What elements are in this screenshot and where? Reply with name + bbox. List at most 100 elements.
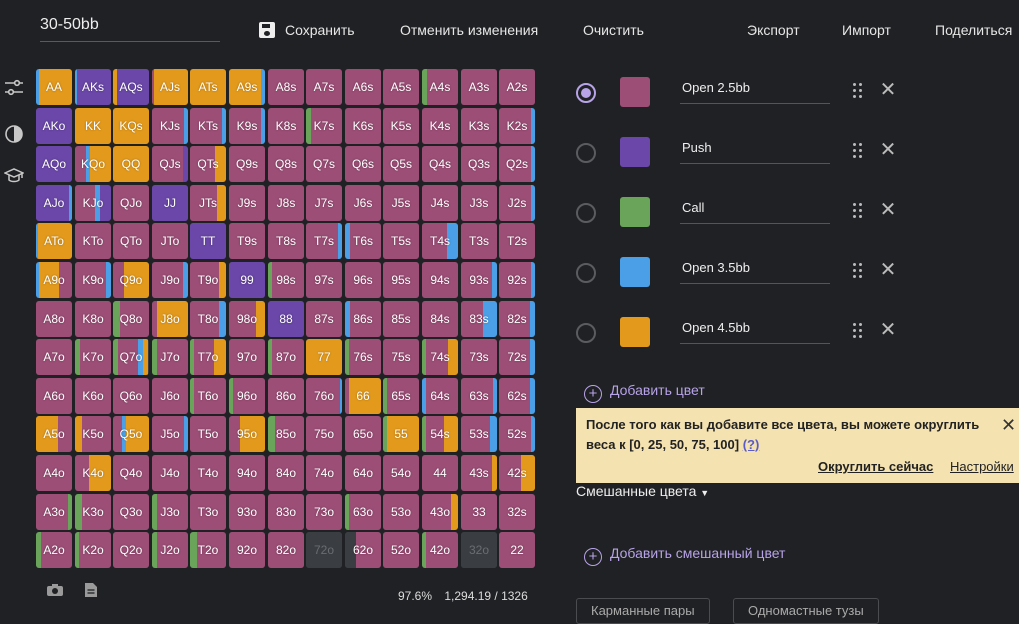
graduation-cap-icon[interactable] <box>4 166 24 186</box>
hand-cell[interactable]: 98s <box>268 262 304 298</box>
hand-cell[interactable]: 94o <box>229 455 265 491</box>
contrast-icon[interactable] <box>4 124 24 144</box>
document-icon[interactable] <box>84 582 98 598</box>
hand-cell[interactable]: 84o <box>268 455 304 491</box>
hand-cell[interactable]: K9o <box>75 262 111 298</box>
hand-cell[interactable]: J5o <box>152 416 188 452</box>
hand-cell[interactable]: Q8s <box>268 146 304 182</box>
delete-color-icon[interactable]: ✕ <box>879 79 897 101</box>
delete-color-icon[interactable]: ✕ <box>879 139 897 161</box>
hand-cell[interactable]: A6s <box>345 69 381 105</box>
hand-cell[interactable]: 83o <box>268 494 304 530</box>
hand-cell[interactable]: 97s <box>306 262 342 298</box>
hand-cell[interactable]: TT <box>190 223 226 259</box>
hand-cell[interactable]: JTs <box>190 185 226 221</box>
hand-cell[interactable]: A9s <box>229 69 265 105</box>
share-button[interactable]: Поделиться <box>935 22 1013 38</box>
hand-cell[interactable]: 62s <box>499 378 535 414</box>
hand-cell[interactable]: J4o <box>152 455 188 491</box>
hand-cell[interactable]: 22 <box>499 532 535 568</box>
hand-cell[interactable]: 54s <box>422 416 458 452</box>
hand-cell[interactable]: A7o <box>36 339 72 375</box>
hand-cell[interactable]: 64o <box>345 455 381 491</box>
sliders-icon[interactable] <box>4 78 24 98</box>
hand-cell[interactable]: 55 <box>383 416 419 452</box>
color-radio[interactable] <box>576 83 596 103</box>
hand-cell[interactable]: 86o <box>268 378 304 414</box>
hand-cell[interactable]: J2s <box>499 185 535 221</box>
drag-handle-icon[interactable] <box>852 322 864 340</box>
hand-cell[interactable]: K5s <box>383 108 419 144</box>
hand-cell[interactable]: Q4s <box>422 146 458 182</box>
hand-cell[interactable]: K3s <box>461 108 497 144</box>
color-swatch[interactable] <box>620 77 650 107</box>
hand-cell[interactable]: A3s <box>461 69 497 105</box>
color-radio[interactable] <box>576 263 596 283</box>
help-link[interactable]: (?) <box>742 437 760 452</box>
undo-changes-button[interactable]: Отменить изменения <box>400 22 539 38</box>
hand-cell[interactable]: A8s <box>268 69 304 105</box>
hand-cell[interactable]: ATs <box>190 69 226 105</box>
hand-cell[interactable]: A4s <box>422 69 458 105</box>
hand-cell[interactable]: 66 <box>345 378 381 414</box>
delete-color-icon[interactable]: ✕ <box>879 319 897 341</box>
camera-icon[interactable] <box>46 582 64 598</box>
hand-cell[interactable]: 87s <box>306 301 342 337</box>
hand-cell[interactable]: A8o <box>36 301 72 337</box>
hand-cell[interactable]: T6o <box>190 378 226 414</box>
import-button[interactable]: Импорт <box>842 22 891 38</box>
hand-cell[interactable]: K7s <box>306 108 342 144</box>
hand-cell[interactable]: 73o <box>306 494 342 530</box>
hand-cell[interactable]: 95s <box>383 262 419 298</box>
hand-cell[interactable]: K6o <box>75 378 111 414</box>
hand-cell[interactable]: 43s <box>461 455 497 491</box>
hand-cell[interactable]: 52o <box>383 532 419 568</box>
hand-cell[interactable]: Q7s <box>306 146 342 182</box>
hand-cell[interactable]: J8o <box>152 301 188 337</box>
hand-cell[interactable]: 87o <box>268 339 304 375</box>
hand-cell[interactable]: 63o <box>345 494 381 530</box>
hand-cell[interactable]: K7o <box>75 339 111 375</box>
hand-cell[interactable]: T9s <box>229 223 265 259</box>
add-color-button[interactable]: + Добавить цвет <box>584 382 705 403</box>
hand-cell[interactable]: Q5s <box>383 146 419 182</box>
hand-cell[interactable]: A9o <box>36 262 72 298</box>
hand-cell[interactable]: 92s <box>499 262 535 298</box>
hand-cell[interactable]: A5s <box>383 69 419 105</box>
hand-cell[interactable]: T2s <box>499 223 535 259</box>
color-swatch[interactable] <box>620 137 650 167</box>
hand-cell[interactable]: K2s <box>499 108 535 144</box>
hand-cell[interactable]: K4s <box>422 108 458 144</box>
save-button[interactable]: Сохранить <box>259 22 355 38</box>
delete-color-icon[interactable]: ✕ <box>879 259 897 281</box>
hand-cell[interactable]: 96o <box>229 378 265 414</box>
hand-cell[interactable]: 85s <box>383 301 419 337</box>
hand-cell[interactable]: 54o <box>383 455 419 491</box>
hand-cell[interactable]: Q9o <box>113 262 149 298</box>
hand-cell[interactable]: Q3s <box>461 146 497 182</box>
hand-cell[interactable]: 77 <box>306 339 342 375</box>
hand-cell[interactable]: 75s <box>383 339 419 375</box>
hand-cell[interactable]: T2o <box>190 532 226 568</box>
hand-cell[interactable]: QTo <box>113 223 149 259</box>
hand-cell[interactable]: 62o <box>345 532 381 568</box>
color-radio[interactable] <box>576 143 596 163</box>
hand-cell[interactable]: Q6o <box>113 378 149 414</box>
hand-cell[interactable]: Q5o <box>113 416 149 452</box>
color-swatch[interactable] <box>620 197 650 227</box>
hand-cell[interactable]: KQo <box>75 146 111 182</box>
hand-cell[interactable]: A7s <box>306 69 342 105</box>
hand-cell[interactable]: J9o <box>152 262 188 298</box>
hand-cell[interactable]: J3s <box>461 185 497 221</box>
hand-cell[interactable]: KJs <box>152 108 188 144</box>
export-button[interactable]: Экспорт <box>747 22 800 38</box>
hand-cell[interactable]: 75o <box>306 416 342 452</box>
hand-cell[interactable]: A5o <box>36 416 72 452</box>
hand-cell[interactable]: J6o <box>152 378 188 414</box>
hand-cell[interactable]: J3o <box>152 494 188 530</box>
settings-link[interactable]: Настройки <box>950 459 1014 474</box>
hand-cell[interactable]: QJs <box>152 146 188 182</box>
hand-cell[interactable]: 65o <box>345 416 381 452</box>
hand-cell[interactable]: JTo <box>152 223 188 259</box>
hand-cell[interactable]: J2o <box>152 532 188 568</box>
